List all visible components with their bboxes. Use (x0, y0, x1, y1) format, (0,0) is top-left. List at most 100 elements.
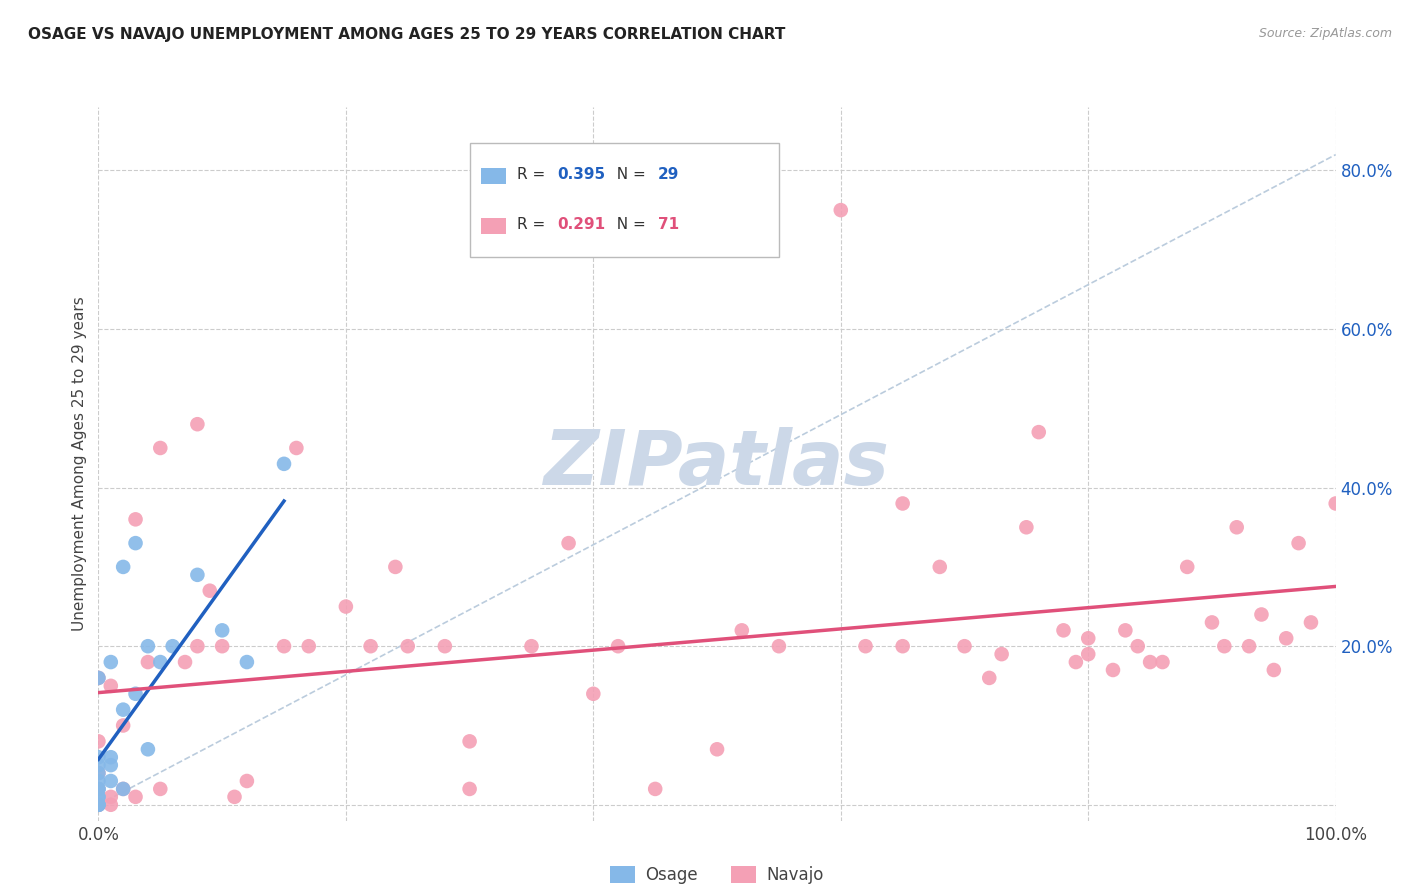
Point (1226, 520, 1249, 534)
Point (582, 687, 605, 701)
Text: OSAGE VS NAVAJO UNEMPLOYMENT AMONG AGES 25 TO 29 YEARS CORRELATION CHART: OSAGE VS NAVAJO UNEMPLOYMENT AMONG AGES … (28, 27, 786, 42)
Point (768, 639, 790, 653)
Point (891, 639, 914, 653)
Point (1213, 639, 1236, 653)
Point (224, 789, 246, 804)
Point (87, 781, 110, 796)
Point (87, 781, 110, 796)
Point (928, 560, 950, 574)
Point (1324, 496, 1347, 510)
Point (186, 639, 208, 653)
Point (136, 639, 159, 653)
Point (211, 639, 233, 653)
Point (990, 647, 1012, 661)
Point (731, 624, 754, 638)
Text: R =: R = (517, 218, 551, 233)
Point (1114, 624, 1136, 638)
Point (112, 718, 135, 732)
Text: N =: N = (607, 218, 651, 233)
Point (1126, 639, 1149, 653)
Point (100, 758, 122, 772)
Point (87, 671, 110, 685)
Point (285, 441, 308, 455)
Point (100, 655, 122, 669)
Point (607, 639, 630, 653)
Point (100, 774, 122, 789)
Point (1077, 647, 1099, 661)
Point (855, 639, 877, 653)
Point (1275, 632, 1298, 646)
Point (211, 624, 233, 638)
Point (87, 789, 110, 804)
Point (87, 750, 110, 764)
Point (1102, 663, 1125, 677)
Text: Source: ZipAtlas.com: Source: ZipAtlas.com (1258, 27, 1392, 40)
Text: 0.395: 0.395 (557, 167, 605, 182)
Point (87, 671, 110, 685)
Point (236, 655, 259, 669)
Point (87, 797, 110, 812)
Point (557, 536, 579, 550)
Point (644, 781, 666, 796)
Text: N =: N = (607, 167, 651, 182)
Point (360, 639, 382, 653)
Point (458, 734, 481, 748)
Text: 29: 29 (658, 167, 679, 182)
Point (87, 781, 110, 796)
Point (1152, 655, 1174, 669)
Point (149, 441, 172, 455)
Point (1139, 655, 1161, 669)
Text: 71: 71 (658, 218, 679, 233)
Point (433, 639, 456, 653)
Point (273, 457, 295, 471)
Point (87, 797, 110, 812)
Point (1052, 624, 1074, 638)
Point (87, 766, 110, 780)
Point (149, 781, 172, 796)
Y-axis label: Unemployment Among Ages 25 to 29 years: Unemployment Among Ages 25 to 29 years (72, 296, 87, 632)
Point (87, 797, 110, 812)
Point (100, 679, 122, 693)
Point (458, 781, 481, 796)
Point (124, 789, 146, 804)
Point (1201, 615, 1223, 630)
Point (112, 781, 135, 796)
Point (149, 655, 172, 669)
Point (1175, 560, 1198, 574)
Point (273, 639, 295, 653)
Point (396, 639, 419, 653)
Point (1288, 536, 1310, 550)
Point (1028, 425, 1050, 439)
Legend: Osage, Navajo: Osage, Navajo (603, 859, 831, 891)
Text: 0.291: 0.291 (557, 218, 605, 233)
Point (87, 797, 110, 812)
Point (1263, 663, 1285, 677)
Point (124, 687, 146, 701)
Point (1299, 615, 1322, 630)
Point (124, 512, 146, 526)
Point (174, 655, 197, 669)
Point (100, 750, 122, 764)
Point (198, 583, 221, 598)
Point (87, 758, 110, 772)
Point (136, 655, 159, 669)
Point (87, 797, 110, 812)
Point (136, 742, 159, 756)
Point (830, 203, 852, 218)
Point (112, 560, 135, 574)
Point (87, 734, 110, 748)
Point (186, 417, 208, 432)
Point (87, 766, 110, 780)
Point (162, 639, 184, 653)
Point (298, 639, 321, 653)
Text: R =: R = (517, 167, 551, 182)
Point (186, 567, 208, 582)
Point (520, 639, 543, 653)
Point (87, 789, 110, 804)
Point (706, 742, 728, 756)
Point (979, 671, 1001, 685)
Point (87, 774, 110, 789)
Point (1237, 639, 1260, 653)
Point (335, 599, 357, 614)
Point (384, 560, 406, 574)
